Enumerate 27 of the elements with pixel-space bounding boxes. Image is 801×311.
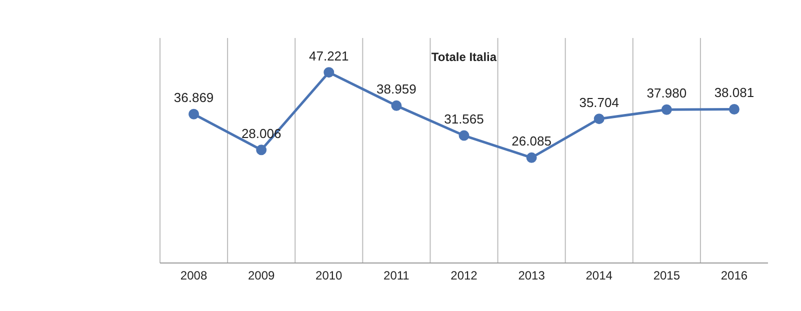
point — [458, 130, 470, 141]
x-tick-label: 2009 — [248, 268, 276, 283]
point — [526, 152, 537, 163]
data-label: 36.869 — [174, 90, 214, 106]
point — [728, 104, 740, 114]
data-label: 38.959 — [376, 82, 416, 97]
point — [256, 144, 267, 156]
data-label: 35.704 — [579, 94, 619, 110]
x-tick-label: 2008 — [180, 268, 208, 283]
x-tick-label: 2014 — [586, 268, 613, 283]
data-label: 37.980 — [646, 86, 687, 101]
point — [594, 114, 604, 124]
point — [391, 100, 402, 111]
point — [324, 67, 334, 78]
x-tick-label: 2013 — [518, 268, 546, 283]
point — [661, 104, 672, 115]
data-label: 47.221 — [309, 48, 349, 64]
x-tick-label: 2010 — [316, 268, 343, 283]
x-tick-label: 2016 — [720, 268, 748, 283]
data-label: 31.565 — [444, 112, 484, 127]
data-label: 38.081 — [714, 85, 754, 100]
point — [188, 108, 200, 120]
x-tick-label: 2012 — [450, 268, 478, 283]
x-tick-label: 2011 — [384, 268, 410, 283]
chart-title: Totale Italia — [431, 50, 497, 64]
data-label: 26.085 — [512, 134, 552, 149]
x-tick-label: 2015 — [653, 268, 680, 283]
